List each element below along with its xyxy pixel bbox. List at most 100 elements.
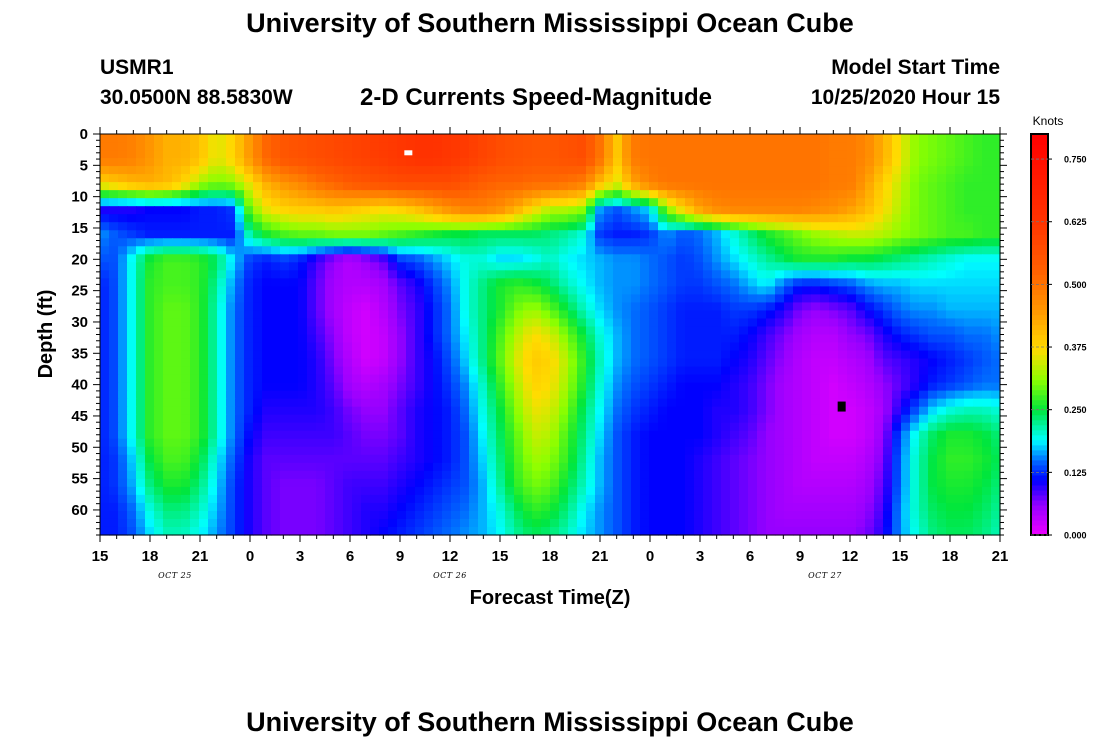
heatmap-cell bbox=[604, 390, 614, 400]
heatmap-cell bbox=[397, 334, 407, 344]
heatmap-cell bbox=[559, 502, 569, 512]
heatmap-cell bbox=[802, 414, 812, 424]
heatmap-cell bbox=[793, 398, 803, 408]
heatmap-cell bbox=[469, 422, 479, 432]
heatmap-cell bbox=[244, 254, 254, 263]
heatmap-cell bbox=[109, 318, 119, 328]
heatmap-cell bbox=[424, 238, 434, 247]
heatmap-cell bbox=[460, 270, 470, 279]
heatmap-cell bbox=[856, 478, 866, 488]
heatmap-cell bbox=[514, 518, 524, 528]
heatmap-cell bbox=[784, 294, 794, 304]
heatmap-cell bbox=[766, 182, 776, 191]
heatmap-cell bbox=[289, 254, 299, 263]
heatmap-cell bbox=[145, 502, 155, 512]
heatmap-cell bbox=[208, 230, 218, 239]
heatmap-cell bbox=[190, 134, 200, 143]
heatmap-cell bbox=[235, 406, 245, 416]
heatmap-cell bbox=[865, 494, 875, 504]
heatmap-cell bbox=[478, 414, 488, 424]
heatmap-cell bbox=[586, 382, 596, 392]
heatmap-cell bbox=[199, 494, 209, 504]
heatmap-cell bbox=[316, 366, 326, 376]
heatmap-cell bbox=[208, 446, 218, 456]
heatmap-cell bbox=[433, 214, 443, 223]
heatmap-cell bbox=[739, 510, 749, 520]
heatmap-cell bbox=[244, 422, 254, 432]
heatmap-cell bbox=[766, 502, 776, 512]
heatmap-cell bbox=[262, 334, 272, 344]
heatmap-cell bbox=[640, 462, 650, 472]
heatmap-cell bbox=[919, 198, 929, 207]
heatmap-cell bbox=[352, 390, 362, 400]
heatmap-cell bbox=[928, 166, 938, 175]
heatmap-cell bbox=[136, 486, 146, 496]
heatmap-cell bbox=[739, 358, 749, 368]
heatmap-cell bbox=[685, 518, 695, 528]
heatmap-cell bbox=[973, 302, 983, 312]
heatmap-cell bbox=[136, 478, 146, 488]
heatmap-cell bbox=[910, 142, 920, 151]
heatmap-cell bbox=[568, 198, 578, 207]
heatmap-cell bbox=[217, 430, 227, 440]
heatmap-cell bbox=[154, 278, 164, 287]
heatmap-cell bbox=[730, 230, 740, 239]
heatmap-cell bbox=[487, 214, 497, 223]
heatmap-cell bbox=[550, 526, 560, 536]
heatmap-cell bbox=[910, 166, 920, 175]
heatmap-cell bbox=[271, 406, 281, 416]
heatmap-cell bbox=[982, 302, 992, 312]
heatmap-cell bbox=[118, 478, 128, 488]
heatmap-cell bbox=[784, 302, 794, 312]
heatmap-cell bbox=[343, 342, 353, 352]
heatmap-cell bbox=[595, 294, 605, 304]
heatmap-cell bbox=[190, 254, 200, 263]
heatmap-cell bbox=[928, 342, 938, 352]
heatmap-cell bbox=[712, 454, 722, 464]
heatmap-cell bbox=[406, 334, 416, 344]
heatmap-cell bbox=[766, 438, 776, 448]
heatmap-cell bbox=[982, 350, 992, 360]
heatmap-cell bbox=[118, 390, 128, 400]
heatmap-cell bbox=[946, 494, 956, 504]
heatmap-cell bbox=[577, 166, 587, 175]
heatmap-cell bbox=[766, 174, 776, 183]
heatmap-cell bbox=[325, 294, 335, 304]
heatmap-cell bbox=[163, 294, 173, 304]
heatmap-cell bbox=[136, 446, 146, 456]
heatmap-cell bbox=[199, 518, 209, 528]
heatmap-cell bbox=[622, 334, 632, 344]
heatmap-cell bbox=[424, 166, 434, 175]
heatmap-cell bbox=[280, 206, 290, 215]
heatmap-cell bbox=[181, 294, 191, 304]
heatmap-cell bbox=[361, 470, 371, 480]
heatmap-cell bbox=[703, 350, 713, 360]
heatmap-cell bbox=[730, 142, 740, 151]
heatmap-cell bbox=[442, 438, 452, 448]
heatmap-cell bbox=[487, 462, 497, 472]
heatmap-cell bbox=[505, 222, 515, 231]
heatmap-cell bbox=[982, 446, 992, 456]
heatmap-cell bbox=[487, 398, 497, 408]
heatmap-cell bbox=[748, 262, 758, 271]
heatmap-cell bbox=[460, 254, 470, 263]
heatmap-cell bbox=[586, 246, 596, 255]
heatmap-cell bbox=[955, 454, 965, 464]
heatmap-cell bbox=[226, 158, 236, 167]
heatmap-cell bbox=[838, 318, 848, 328]
heatmap-cell bbox=[145, 398, 155, 408]
heatmap-cell bbox=[838, 502, 848, 512]
heatmap-cell bbox=[883, 142, 893, 151]
heatmap-cell bbox=[325, 510, 335, 520]
heatmap-cell bbox=[343, 214, 353, 223]
heatmap-cell bbox=[730, 486, 740, 496]
heatmap-cell bbox=[550, 518, 560, 528]
heatmap-cell bbox=[253, 414, 263, 424]
heatmap-cell bbox=[622, 342, 632, 352]
heatmap-cell bbox=[613, 422, 623, 432]
heatmap-cell bbox=[352, 246, 362, 255]
heatmap-cell bbox=[289, 182, 299, 191]
heatmap-cell bbox=[190, 382, 200, 392]
heatmap-cell bbox=[280, 366, 290, 376]
heatmap-cell bbox=[622, 374, 632, 384]
